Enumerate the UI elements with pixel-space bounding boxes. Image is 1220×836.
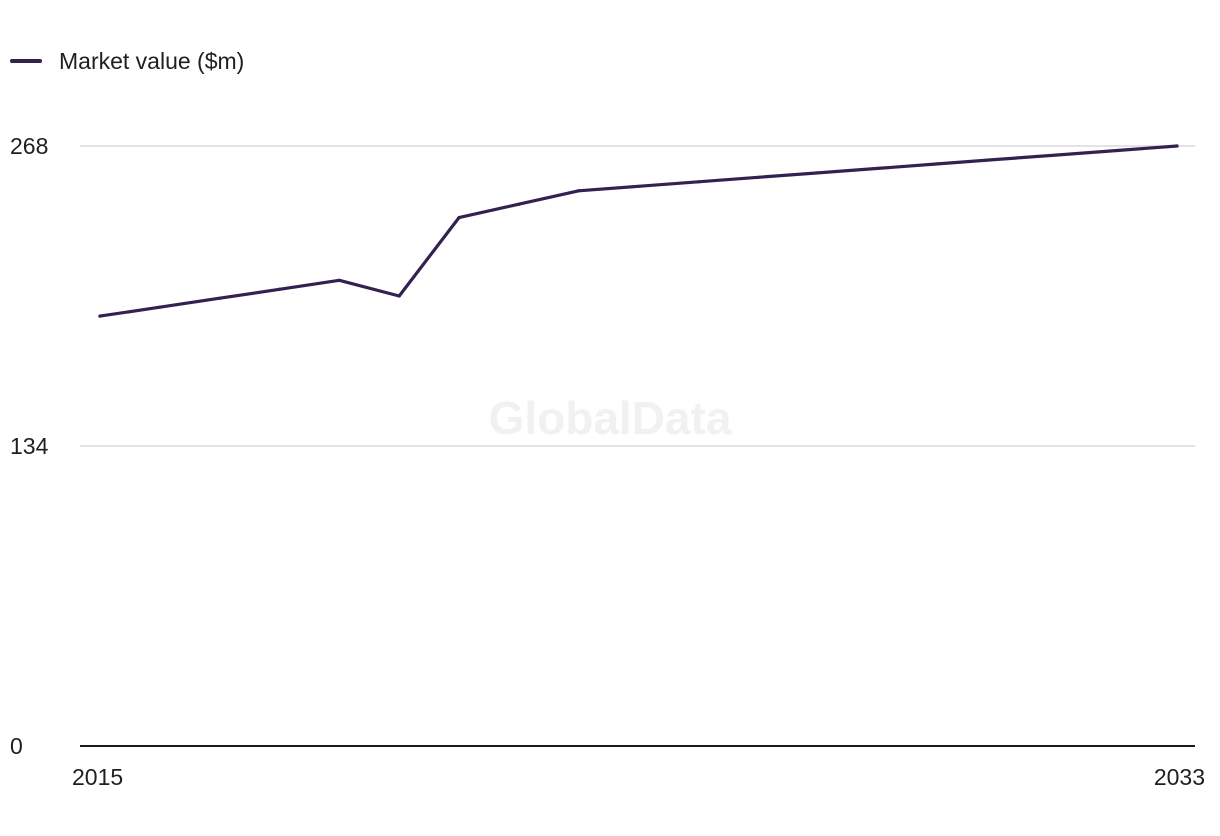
data-point: [636, 184, 641, 188]
data-point: [337, 278, 341, 282]
y-tick-labels: 0 134 268: [10, 133, 49, 759]
x-tick-labels: 2015 2033: [72, 764, 1205, 790]
data-point: [98, 314, 102, 318]
data-point: [158, 305, 162, 309]
series-layer: [98, 144, 1179, 318]
watermark: GlobalData: [489, 392, 732, 444]
data-point: [1055, 153, 1059, 157]
data-point: [816, 171, 820, 175]
data-point: [1115, 148, 1119, 153]
data-point: [1175, 144, 1179, 148]
data-point: [995, 157, 1000, 162]
series-line: [98, 144, 1179, 318]
data-point: [936, 162, 940, 166]
chart-legend: Market value ($m): [10, 46, 244, 76]
y-tick-label: 0: [10, 733, 23, 759]
data-point: [457, 216, 461, 220]
data-point: [517, 202, 521, 206]
data-point: [577, 189, 581, 193]
data-point: [756, 175, 760, 179]
x-tick-label: 2033: [1154, 764, 1205, 790]
legend-label: Market value ($m): [59, 47, 245, 74]
gridlines: [80, 145, 1195, 447]
x-tick-label: 2015: [72, 764, 123, 790]
data-point: [397, 294, 401, 298]
y-tick-label: 134: [10, 433, 49, 459]
y-tick-label: 268: [10, 133, 48, 159]
legend-line-swatch: [10, 59, 42, 63]
data-point: [876, 166, 880, 170]
data-point: [696, 180, 700, 184]
data-point: [218, 296, 222, 300]
data-point: [277, 287, 282, 291]
